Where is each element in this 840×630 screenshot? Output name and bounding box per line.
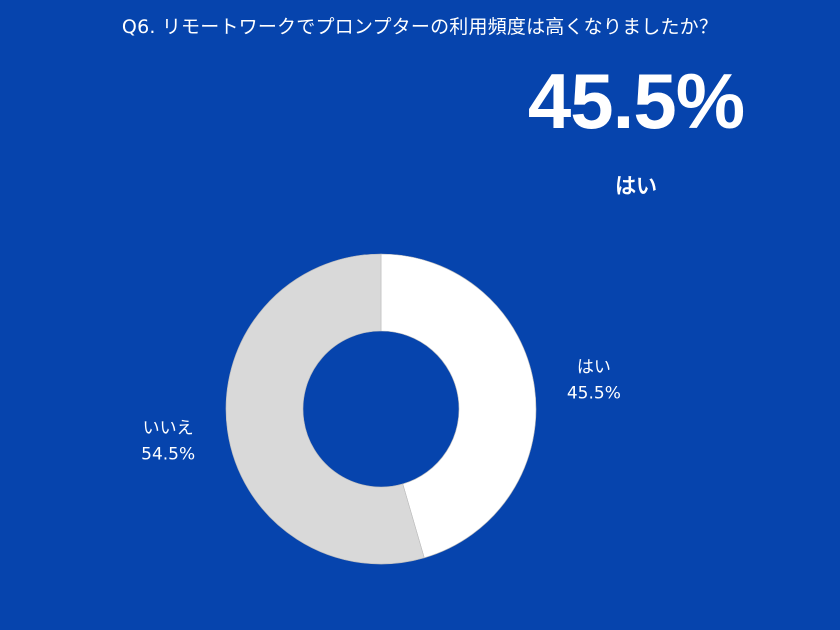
highlight-percentage: 45.5%: [527, 57, 745, 145]
highlight-label: はい: [615, 174, 657, 198]
slice-label-yes: はい: [577, 358, 611, 378]
slice-value-no: 54.5%: [141, 444, 195, 464]
slice-value-yes: 45.5%: [567, 384, 621, 404]
slice-label-no: いいえ: [143, 418, 194, 438]
slice-yes: [380, 253, 537, 559]
slice-no: [225, 253, 425, 565]
question-title: Q6. リモートワークでプロンプターの利用頻度は高くなりましたか？: [121, 16, 719, 38]
